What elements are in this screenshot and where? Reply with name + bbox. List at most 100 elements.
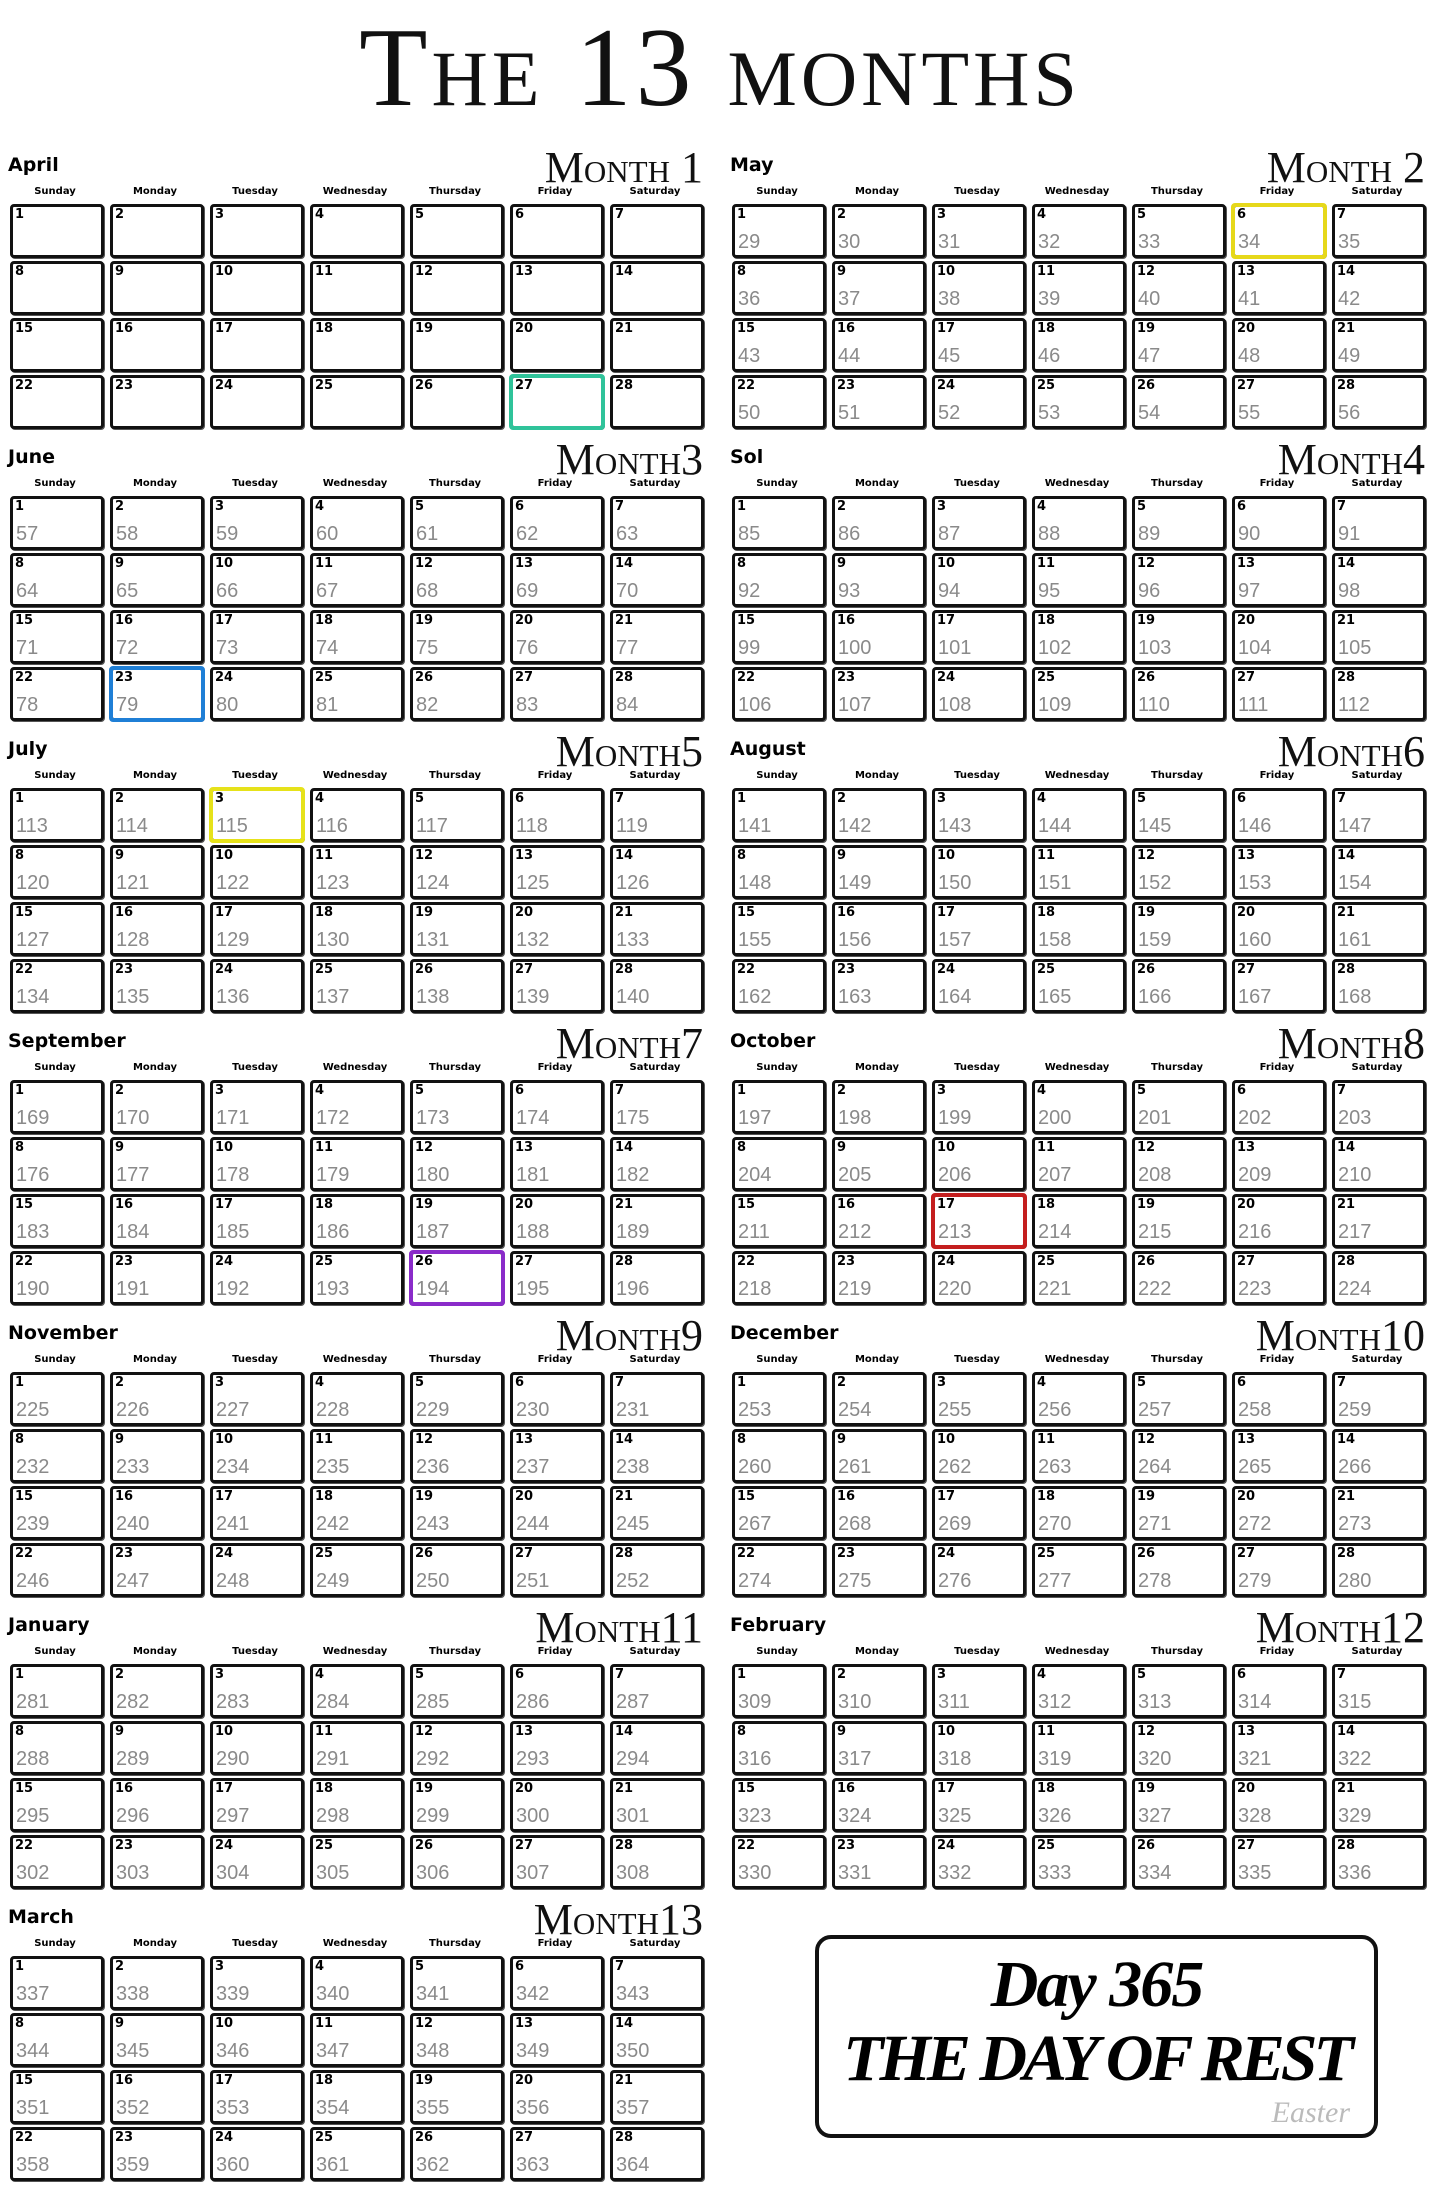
day-cell: 3 255 <box>932 1372 1026 1426</box>
weekday-header: Tuesday <box>232 1062 278 1073</box>
date-number: 4 <box>1037 1667 1047 1682</box>
weekday-header: Sunday <box>34 1062 76 1073</box>
day-cell: 15 183 <box>10 1194 104 1248</box>
date-number: 13 <box>515 2016 534 2031</box>
day-of-year: 100 <box>838 637 872 659</box>
day-of-year: 49 <box>1338 345 1361 367</box>
day-cell: 23 163 <box>832 959 926 1013</box>
date-number: 3 <box>215 1667 225 1682</box>
day-of-year: 153 <box>1238 872 1272 894</box>
day-of-year: 210 <box>1338 1164 1372 1186</box>
day-of-year: 73 <box>216 637 239 659</box>
weekday-header: Saturday <box>1351 1646 1403 1657</box>
weekday-header: Thursday <box>428 1938 482 1949</box>
day-cell: 10 346 <box>210 2013 304 2067</box>
weekday-header: Thursday <box>1150 1062 1204 1073</box>
day-of-year: 272 <box>1238 1513 1272 1535</box>
date-number: 10 <box>937 848 956 863</box>
weekday-header: Sunday <box>34 770 76 781</box>
day-of-year: 291 <box>316 1748 350 1770</box>
day-of-year: 29 <box>738 231 761 253</box>
day-cell: 17 <box>210 318 304 372</box>
day-of-year: 172 <box>316 1107 350 1129</box>
date-number: 19 <box>1137 1489 1156 1504</box>
date-number: 12 <box>1137 1140 1156 1155</box>
weekday-header: Wednesday <box>322 1062 388 1073</box>
date-number: 4 <box>315 1667 325 1682</box>
date-number: 13 <box>1237 848 1256 863</box>
day-of-year: 189 <box>616 1221 650 1243</box>
day-of-year: 274 <box>738 1570 772 1592</box>
date-number: 13 <box>1237 1140 1256 1155</box>
weekday-header: Sunday <box>34 1646 76 1657</box>
day-of-year: 311 <box>938 1691 970 1713</box>
day-of-year: 140 <box>616 986 650 1008</box>
date-number: 21 <box>615 1197 634 1212</box>
weekday-header: Friday <box>537 770 573 781</box>
day-cell: 27 195 <box>510 1251 604 1305</box>
day-of-year: 137 <box>316 986 350 1008</box>
day-of-year: 69 <box>516 580 539 602</box>
day-of-year: 191 <box>116 1278 150 1300</box>
day-of-year: 195 <box>516 1278 550 1300</box>
weekday-header: Thursday <box>428 770 482 781</box>
day-cell: 21 77 <box>610 610 704 664</box>
date-number: 19 <box>415 2073 434 2088</box>
day-cell: 4 <box>310 204 404 258</box>
day-of-year: 242 <box>316 1513 350 1535</box>
day-cell: 24 332 <box>932 1835 1026 1889</box>
month-label: Month3 <box>555 435 703 484</box>
date-number: 26 <box>1137 670 1156 685</box>
day-cell: 1 253 <box>732 1372 826 1426</box>
day-of-year: 299 <box>416 1805 450 1827</box>
date-number: 11 <box>1037 1724 1056 1739</box>
date-number: 18 <box>315 1781 334 1796</box>
day-of-year: 281 <box>16 1691 50 1713</box>
weekday-header: Sunday <box>34 1938 76 1949</box>
weekday-header: Monday <box>132 478 178 489</box>
day-cell: 1 85 <box>732 496 826 550</box>
date-number: 20 <box>1237 1781 1256 1796</box>
date-number: 26 <box>1137 1838 1156 1853</box>
day-cell: 28 252 <box>610 1543 704 1597</box>
day-of-year: 184 <box>116 1221 150 1243</box>
date-number: 12 <box>1137 556 1156 571</box>
day-cell: 13 237 <box>510 1429 604 1483</box>
day-of-year: 57 <box>16 523 39 545</box>
date-number: 11 <box>1037 1432 1056 1447</box>
day-of-year: 249 <box>316 1570 350 1592</box>
weekday-header: Tuesday <box>232 478 278 489</box>
day-cell: 10 38 <box>932 261 1026 315</box>
day-cell: 26 138 <box>410 959 504 1013</box>
date-number: 16 <box>115 1781 134 1796</box>
month-name: August <box>730 738 806 760</box>
date-number: 6 <box>1237 207 1247 222</box>
day-of-year: 46 <box>1038 345 1061 367</box>
day-of-year: 298 <box>316 1805 350 1827</box>
day-cell: 15 127 <box>10 902 104 956</box>
day-of-year: 198 <box>838 1107 872 1129</box>
day-of-year: 149 <box>838 872 872 894</box>
date-number: 17 <box>215 613 234 628</box>
day-cell: 5 89 <box>1132 496 1226 550</box>
day-of-year: 75 <box>416 637 439 659</box>
day-of-year: 209 <box>1238 1164 1272 1186</box>
date-number: 22 <box>15 1254 34 1269</box>
date-number: 22 <box>737 670 756 685</box>
day-cell: 28 364 <box>610 2127 704 2181</box>
date-number: 26 <box>415 1838 434 1853</box>
weekday-header: Wednesday <box>1044 186 1110 197</box>
date-number: 3 <box>937 1083 947 1098</box>
day-cell: 14 182 <box>610 1137 704 1191</box>
day-cell: 11 95 <box>1032 553 1126 607</box>
day-cell: 28 84 <box>610 667 704 721</box>
weekday-header: Saturday <box>1351 1062 1403 1073</box>
day-of-year: 304 <box>216 1862 250 1884</box>
day-cell: 3 339 <box>210 1956 304 2010</box>
day-cell: 17 185 <box>210 1194 304 1248</box>
date-number: 1 <box>15 1667 25 1682</box>
day-of-year: 325 <box>938 1805 972 1827</box>
day-cell: 13 153 <box>1232 845 1326 899</box>
day-of-year: 192 <box>216 1278 250 1300</box>
day-of-year: 220 <box>938 1278 972 1300</box>
